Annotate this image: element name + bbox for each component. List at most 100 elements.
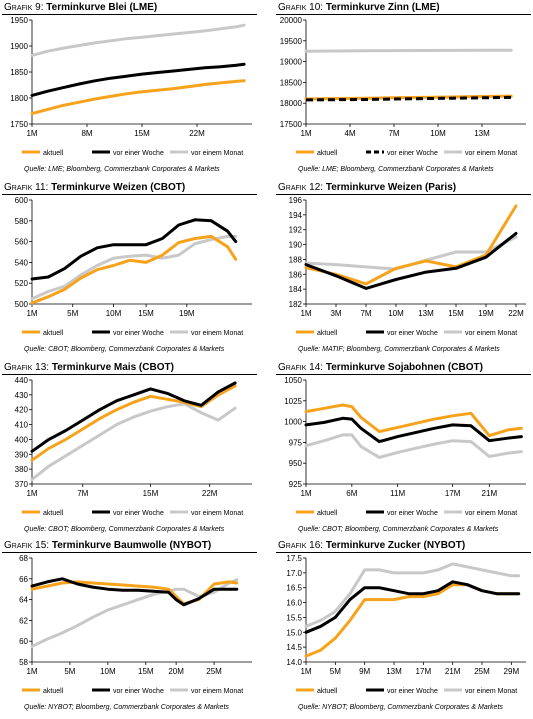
series-line	[304, 583, 521, 658]
legend-label: vor einem Monat	[191, 510, 243, 517]
series-line	[305, 95, 512, 102]
chart-source: Quelle: MATIF; Bloomberg, Commerzbank Co…	[298, 346, 500, 353]
chart-number: Grafik 10:	[278, 2, 324, 13]
chart-plot: 370 380 390 400 410 420 430 440 1M 7M 15M 22M aktuel…	[15, 376, 252, 517]
title-rule	[2, 552, 257, 553]
legend-label: vor einer Woche	[387, 150, 438, 157]
series-line	[30, 234, 238, 305]
y-tick-label: 1025	[284, 397, 302, 406]
chart-title: Terminkurve Zucker (NYBOT)	[325, 540, 466, 551]
chart-plot: 1750 1800 1850 1900 1950 1M 8M 15M 22M aktuell vor…	[10, 16, 252, 157]
y-tick-label: 196	[289, 196, 303, 205]
axis-lines	[305, 20, 526, 125]
series-line	[30, 381, 237, 453]
y-tick-label: 20000	[280, 16, 303, 25]
title-rule	[276, 374, 531, 375]
y-tick-label: 68	[19, 554, 28, 563]
x-tick-label: 7M	[388, 129, 399, 138]
y-tick-label: 1950	[10, 16, 28, 25]
title-rule	[2, 374, 257, 375]
axis-lines	[31, 558, 252, 663]
chart-plot: 17500 18000 18500 19000 19500 20000 1M 4M 7M 10M 1…	[280, 16, 526, 157]
y-tick-label: 430	[15, 391, 29, 400]
x-tick-label: 1M	[300, 489, 311, 498]
y-tick-label: 500	[15, 300, 29, 309]
x-tick-label: 22M	[202, 489, 218, 498]
chart-source: Quelle: LME; Bloomberg, Commerzbank Corp…	[24, 166, 220, 173]
x-tick-label: 21M	[445, 667, 461, 676]
chart-number: Grafik 15:	[4, 540, 50, 551]
x-tick-label: 15M	[448, 309, 464, 318]
x-tick-label: 22M	[508, 309, 524, 318]
x-tick-label: 22M	[189, 129, 205, 138]
chart-source: Quelle: CBOT; Bloomberg, Commerzbank Cor…	[298, 526, 499, 533]
y-tick-label: 1850	[10, 68, 28, 77]
x-tick-label: 15M	[134, 129, 150, 138]
legend-label: vor einem Monat	[191, 330, 243, 337]
y-tick-label: 16.0	[286, 599, 302, 608]
y-tick-label: 580	[15, 217, 29, 226]
y-tick-label: 19500	[280, 37, 303, 46]
series-line	[304, 562, 521, 628]
x-tick-label: 1M	[300, 667, 311, 676]
chart-heading: Grafik 11: Terminkurve Weizen (CBOT)	[4, 182, 185, 193]
title-rule	[2, 194, 257, 195]
y-tick-label: 18000	[280, 99, 303, 108]
series-line	[304, 403, 523, 438]
y-tick-label: 66	[19, 575, 28, 584]
x-tick-label: 15M	[143, 489, 159, 498]
x-tick-label: 20M	[168, 667, 184, 676]
y-tick-label: 15.5	[286, 613, 302, 622]
chart-source: Quelle: NYBOT; Bloomberg, Commerzbank Co…	[24, 704, 229, 711]
y-tick-label: 14.0	[286, 658, 302, 667]
x-tick-label: 1M	[300, 129, 311, 138]
y-tick-label: 17.5	[286, 554, 302, 563]
series-line	[304, 433, 523, 459]
chart-number: Grafik 12:	[278, 182, 324, 193]
legend-label: vor einer Woche	[387, 510, 438, 517]
x-tick-label: 1M	[300, 309, 311, 318]
y-tick-label: 380	[15, 465, 29, 474]
x-tick-label: 10M	[106, 309, 122, 318]
y-tick-label: 186	[289, 270, 303, 279]
y-tick-label: 1900	[10, 42, 28, 51]
y-tick-label: 600	[15, 196, 29, 205]
x-tick-label: 1M	[26, 489, 37, 498]
legend-label: vor einem Monat	[465, 330, 517, 337]
x-tick-label: 6M	[346, 489, 357, 498]
y-tick-label: 194	[289, 211, 303, 220]
y-tick-label: 370	[15, 480, 29, 489]
x-tick-label: 13M	[386, 667, 402, 676]
y-tick-label: 410	[15, 421, 29, 430]
legend-label: vor einer Woche	[387, 330, 438, 337]
chart-plot: 500 520 540 560 580 600 1M 5M 10M 15M 19M aktuell vo…	[15, 196, 252, 337]
x-tick-label: 1M	[26, 667, 37, 676]
y-tick-label: 188	[289, 255, 303, 264]
y-tick-label: 58	[19, 658, 28, 667]
x-tick-label: 9M	[359, 667, 370, 676]
chart-source: Quelle: LME; Bloomberg, Commerzbank Corp…	[298, 166, 494, 173]
x-tick-label: 15M	[138, 309, 154, 318]
series-line	[30, 384, 237, 462]
y-tick-label: 18500	[280, 78, 303, 87]
title-rule	[276, 552, 531, 553]
legend-label: vor einer Woche	[387, 688, 438, 695]
series-line	[30, 402, 237, 481]
x-tick-label: 5M	[67, 309, 78, 318]
y-tick-label: 16.5	[286, 584, 302, 593]
legend-label: vor einer Woche	[113, 150, 164, 157]
x-tick-label: 8M	[81, 129, 92, 138]
y-tick-label: 975	[289, 438, 303, 447]
x-tick-label: 13M	[418, 309, 434, 318]
y-tick-label: 925	[289, 480, 303, 489]
y-tick-label: 560	[15, 238, 29, 247]
series-line	[304, 204, 518, 286]
y-tick-label: 390	[15, 450, 29, 459]
x-tick-label: 15M	[138, 667, 154, 676]
legend-label: aktuell	[317, 688, 338, 695]
y-tick-label: 950	[289, 459, 303, 468]
legend-label: aktuell	[43, 510, 64, 517]
y-tick-label: 540	[15, 258, 29, 267]
chart-number: Grafik 14:	[278, 362, 324, 373]
